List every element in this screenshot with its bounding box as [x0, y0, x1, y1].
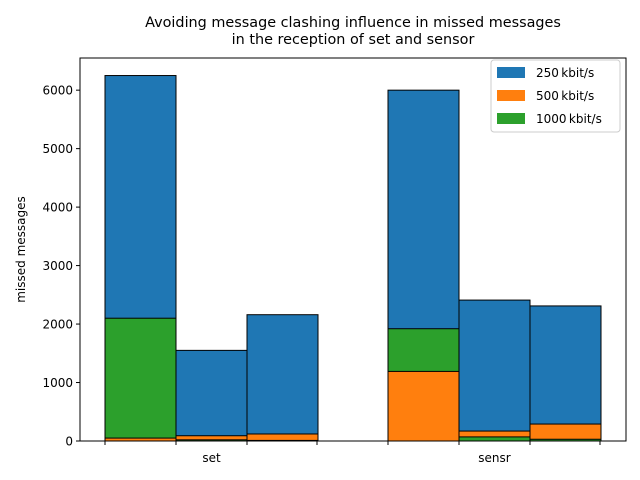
- legend-label-500: 500 kbit/s: [536, 89, 594, 103]
- bar-set-1-1000kbits: [104, 317, 177, 442]
- y-tick-label: 0: [65, 435, 73, 449]
- x-group-label-sensr: sensr: [478, 451, 510, 465]
- legend-label-1000: 1000 kbit/s: [536, 112, 602, 126]
- bar-sensr-2-1000kbits: [458, 436, 531, 442]
- x-axis: set sensr: [104, 441, 601, 465]
- legend-label-250: 250 kbit/s: [536, 66, 594, 80]
- x-group-label-set: set: [202, 451, 221, 465]
- y-axis-label: missed messages: [14, 196, 28, 303]
- y-tick-label: 4000: [42, 201, 73, 215]
- y-tick-label: 6000: [42, 84, 73, 98]
- bar-sensr-2-250kbits: [458, 299, 531, 442]
- bar-set-3-250kbits: [246, 314, 319, 442]
- bars-layer: [104, 75, 602, 442]
- y-tick-label: 2000: [42, 318, 73, 332]
- legend-swatch-250: [497, 67, 525, 78]
- plot-area-frame: [79, 57, 627, 442]
- y-tick-label: 5000: [42, 142, 73, 156]
- bar-sensr-3-500kbits: [529, 423, 602, 442]
- legend-swatch-500: [497, 90, 525, 101]
- chart-title-line-1: Avoiding message clashing influence in m…: [145, 15, 561, 31]
- y-tick-label: 1000: [42, 376, 73, 390]
- y-tick-label: 3000: [42, 259, 73, 273]
- chart-title-line-2: in the reception of set and sensor: [232, 32, 475, 48]
- bar-sensr-3-250kbits: [529, 305, 602, 442]
- bar-sensr-1-500kbits: [387, 370, 460, 442]
- legend-swatch-1000: [497, 113, 525, 124]
- bar-set-2-250kbits: [175, 349, 248, 442]
- y-axis: 0 1000 2000 3000 4000 5000 6000: [42, 84, 80, 449]
- legend: 250 kbit/s 500 kbit/s 1000 kbit/s: [490, 59, 621, 133]
